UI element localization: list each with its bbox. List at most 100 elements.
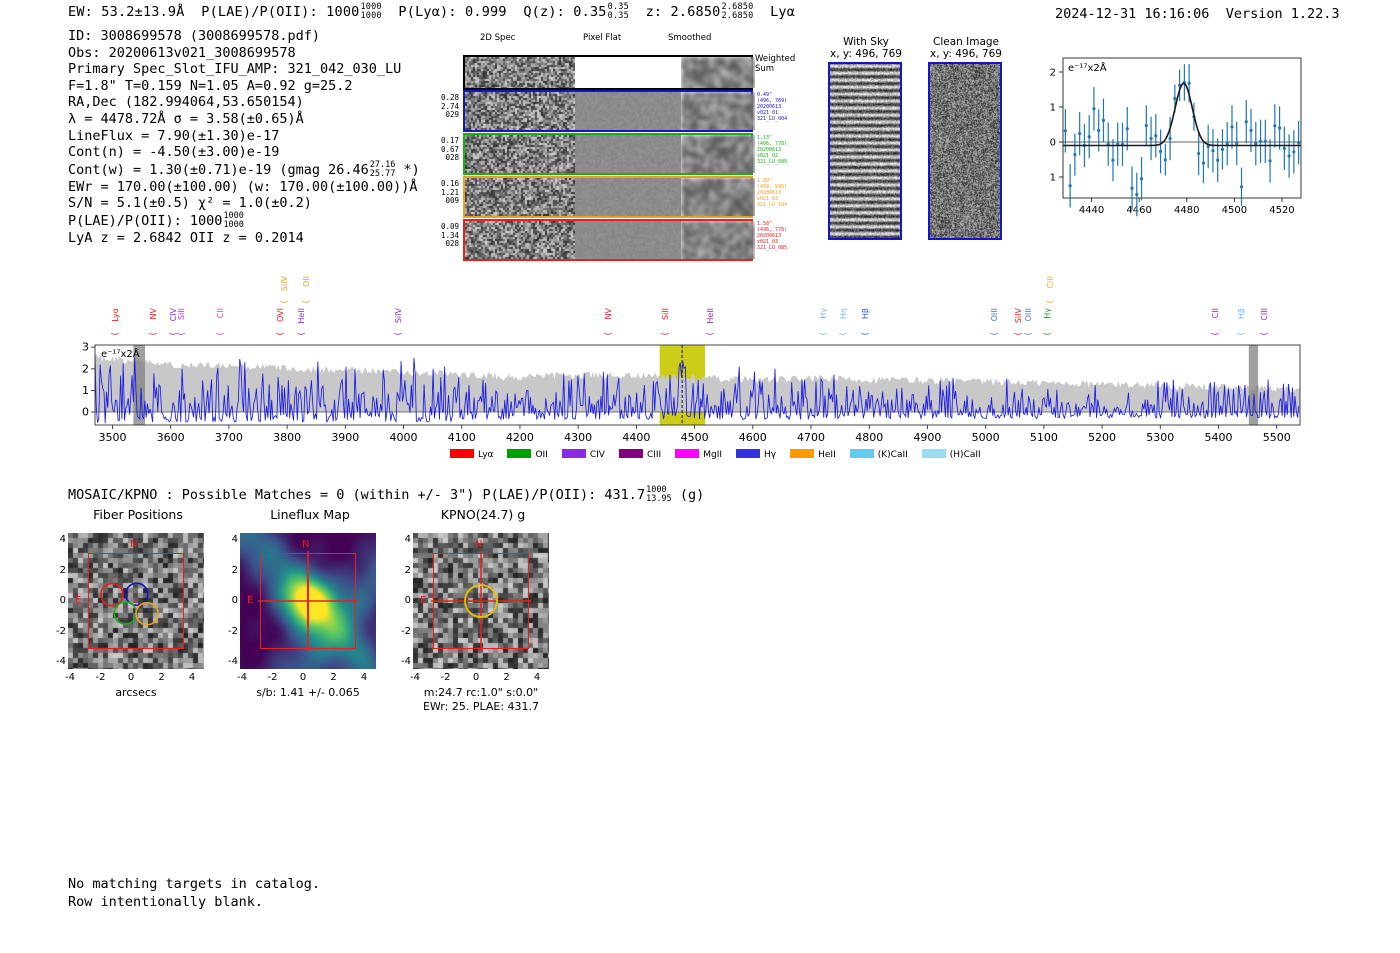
info-params: F=1.8" T=0.159 N=1.05 A=0.92 g=25.2 — [68, 77, 353, 94]
two-d-spec-row — [463, 219, 755, 261]
spectrum-line-bracket: ( — [989, 332, 1000, 336]
panel-smoothed — [681, 92, 755, 130]
axis-tick-x: 2 — [330, 672, 337, 683]
row-right-meta: 0.49" (496, 769) 20200613 v021_01 321_LU_004 — [757, 92, 788, 122]
svg-text:5200: 5200 — [1088, 431, 1116, 444]
mosaic-frac-hi: 1000 — [646, 485, 667, 495]
svg-text:0: 0 — [1050, 138, 1056, 149]
col-title-2d-spec: 2D Spec — [480, 33, 516, 43]
axis-tick-x: -4 — [410, 672, 420, 683]
axis-tick-x: 4 — [360, 672, 368, 683]
cutout-coords: x, y: 496, 769 — [830, 48, 902, 60]
fiber-circles: + — [100, 582, 159, 626]
legend-item: Hγ — [736, 449, 776, 460]
spectrum-line-label: Hγ — [819, 308, 829, 319]
svg-text:4300: 4300 — [564, 431, 592, 444]
legend-swatch — [921, 449, 946, 458]
svg-text:0: 0 — [82, 406, 89, 419]
header-z-type: Lyα — [770, 4, 796, 20]
panel-pixel-flat — [575, 92, 681, 130]
header-plae-lo: 1000 — [360, 11, 382, 21]
spectrum-line-bracket: ( — [297, 332, 308, 336]
panel-pixel-flat — [575, 221, 681, 259]
spectrum-line-label: HeII — [297, 308, 307, 324]
row-left-stats: 0.09 1.34 028 — [440, 222, 459, 249]
spectrum-line-label: Hη — [839, 308, 849, 320]
spectrum-line-bracket: ( — [275, 332, 286, 336]
legend-item: OII — [507, 449, 548, 460]
panel-smoothed — [681, 178, 755, 216]
header-plya: P(Lyα): 0.999 — [398, 4, 507, 20]
svg-text:4500: 4500 — [1222, 205, 1247, 216]
cutout-caption: With Sky x, y: 496, 769 — [806, 36, 926, 60]
legend-item: CIII — [618, 449, 661, 460]
two-d-spec-row — [463, 90, 755, 132]
axis-tick-x: 2 — [503, 672, 510, 683]
cutout-title: With Sky — [843, 36, 889, 48]
svg-text:4400: 4400 — [622, 431, 650, 444]
legend-swatch — [675, 449, 700, 458]
svg-text:1: 1 — [1050, 103, 1056, 114]
two-d-spec-row-weighted-sum — [463, 55, 755, 90]
spectrum-line-label: OII — [301, 276, 311, 288]
cutout-xlabel: arcsecs — [115, 686, 157, 699]
legend-label: Lyα — [478, 450, 494, 460]
panel-pixel-flat — [575, 178, 681, 216]
mosaic-frac-lo: 13.95 — [646, 494, 672, 504]
cutout-coords: x, y: 496, 769 — [930, 48, 1002, 60]
header-timestamp-version: 2024-12-31 16:16:06 Version 1.22.3 — [1055, 6, 1340, 22]
cutout-title: Clean Image — [932, 36, 1000, 48]
svg-text:4900: 4900 — [913, 431, 941, 444]
spectrum-line-label: NV — [149, 308, 159, 320]
spectrum-line-label: Hβ — [861, 308, 871, 320]
spectrum-line-bracket: ( — [839, 332, 850, 336]
aperture-circle — [464, 584, 498, 618]
cutout-title: Lineflux Map — [270, 507, 350, 522]
compass-east: E — [247, 595, 254, 606]
info-primary-spec: Primary Spec_Slot_IFU_AMP: 321_042_030_L… — [68, 61, 402, 78]
spectrum-line-bracket: ( — [861, 332, 872, 336]
svg-text:3800: 3800 — [273, 431, 301, 444]
axis-tick-y: 0 — [231, 595, 238, 606]
svg-text:5000: 5000 — [972, 431, 1000, 444]
mosaic-text-pre: MOSAIC/KPNO : Possible Matches = 0 (with… — [68, 487, 646, 503]
cutout-subcaption: s/b: 1.41 +/- 0.065 — [256, 686, 360, 699]
timestamp: 2024-12-31 16:16:06 — [1055, 6, 1210, 22]
header-z-hi: 2.6850 — [721, 2, 754, 12]
svg-text:4800: 4800 — [855, 431, 883, 444]
spectrum-legend: Lyα OII CIV CIII MgII Hγ HeII (K)CaII (H)CaII — [450, 444, 995, 463]
spectrum-line-label: SiII — [661, 308, 671, 321]
panel-pixel-flat — [575, 135, 681, 173]
axis-tick-y: 4 — [59, 534, 66, 545]
panel-2d-spec — [465, 135, 575, 173]
spectrum-line-label: OIII — [1024, 308, 1034, 322]
header-z-lo: 2.6850 — [721, 11, 754, 21]
info-cont-w: Cont(w) = 1.30(±0.71)e-19 (gmag 26.4627.… — [68, 160, 420, 179]
crosshair-marker — [431, 551, 531, 651]
svg-text:4100: 4100 — [448, 431, 476, 444]
spectrum-line-bracket: ( — [280, 300, 291, 304]
legend-item: Lyα — [450, 449, 493, 460]
axis-tick-y: 0 — [59, 595, 66, 606]
axis-tick-y: 4 — [404, 534, 411, 545]
legend-swatch — [450, 449, 474, 458]
clean-image — [928, 62, 1002, 240]
axis-tick-y: -2 — [56, 625, 66, 637]
svg-text:5500: 5500 — [1263, 431, 1291, 444]
header-qz: Q(z): 0.35 — [523, 4, 607, 20]
two-d-spectra-panel: 2D Spec Pixel Flat Smoothed Weighted Sum… — [425, 33, 795, 261]
spectrum-line-label: CII — [1210, 308, 1220, 319]
spectrum-line-label: CII — [216, 308, 226, 319]
spectrum-line-bracket: ( — [1260, 332, 1271, 336]
cutout-image — [68, 533, 204, 669]
spectrum-line-bracket: ( — [819, 332, 830, 336]
legend-label: Hγ — [764, 450, 777, 460]
legend-label: MgII — [703, 450, 723, 460]
svg-text:5300: 5300 — [1146, 431, 1174, 444]
spectrum-line-label: Hβ — [1236, 308, 1246, 320]
legend-swatch — [736, 449, 761, 458]
info-gmag-lo: 25.77 — [369, 168, 396, 179]
spectrum-line-bracket: ( — [169, 332, 180, 336]
svg-text:5400: 5400 — [1205, 431, 1233, 444]
axis-tick-x: -4 — [65, 672, 75, 683]
